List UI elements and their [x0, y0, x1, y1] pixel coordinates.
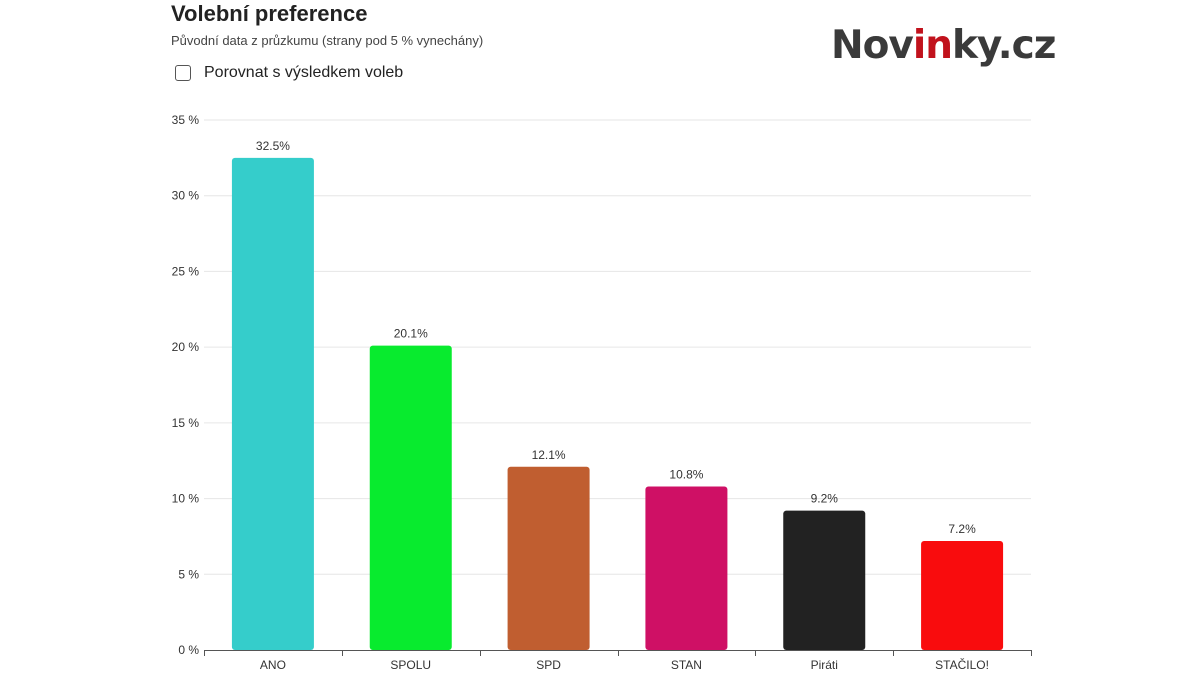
data-label: 20.1%: [394, 327, 428, 341]
y-tick-label: 10 %: [172, 492, 200, 506]
chart-title: Volební preference: [171, 1, 368, 26]
bar-spolu: [369, 345, 452, 650]
chart-subtitle: Původní data z průzkumu (strany pod 5 % …: [171, 33, 484, 48]
bar-stan: [645, 486, 728, 650]
compare-toggle[interactable]: Porovnat s výsledkem voleb: [175, 64, 403, 82]
x-tick-label: SPOLU: [390, 658, 431, 672]
logo-text-end: ky.cz: [952, 23, 1056, 68]
y-tick-label: 5 %: [178, 567, 199, 581]
logo-text-start: Nov: [831, 23, 914, 68]
data-label: 10.8%: [669, 467, 703, 481]
y-tick-label: 20 %: [172, 340, 200, 354]
y-tick-label: 30 %: [172, 189, 200, 203]
bar-stačilo!: [921, 540, 1004, 650]
data-label: 32.5%: [256, 139, 290, 153]
y-tick-label: 15 %: [172, 416, 200, 430]
compare-label: Porovnat s výsledkem voleb: [204, 64, 404, 81]
y-tick-label: 25 %: [172, 264, 200, 278]
x-tick-label: ANO: [260, 658, 286, 672]
x-tick-label: SPD: [536, 658, 561, 672]
x-tick-label: STAN: [671, 658, 702, 672]
bar-piráti: [783, 510, 866, 650]
x-tick-label: STAČILO!: [935, 657, 989, 672]
y-tick-label: 35 %: [172, 113, 200, 127]
novinky-logo[interactable]: Novinky.cz: [831, 23, 1056, 68]
compare-checkbox[interactable]: [175, 65, 191, 81]
bar-ano: [231, 157, 314, 650]
data-label: 9.2%: [811, 492, 839, 506]
y-tick-label: 0 %: [178, 643, 199, 657]
data-label: 12.1%: [532, 448, 566, 462]
bar-spd: [507, 466, 590, 650]
logo-text-accent: in: [912, 23, 953, 68]
x-tick-label: Piráti: [811, 658, 838, 672]
data-label: 7.2%: [948, 522, 976, 536]
